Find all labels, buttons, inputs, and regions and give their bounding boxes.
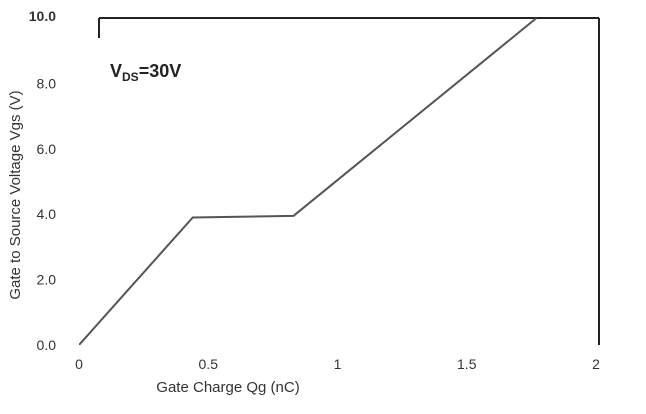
vds-annotation-suffix: =30V (139, 61, 182, 81)
y-tick-labels: 0.0 2.0 4.0 6.0 8.0 10.0 (29, 8, 56, 353)
x-tick-label: 2 (592, 356, 600, 372)
x-tick-label: 0.5 (199, 356, 219, 372)
y-tick-label: 4.0 (37, 206, 57, 222)
series-line (79, 18, 538, 345)
y-tick-label: 2.0 (37, 272, 57, 288)
y-axis-title: Gate to Source Voltage Vgs (V) (7, 90, 24, 299)
series-layer (79, 18, 538, 345)
vds-annotation-subscript: DS (122, 70, 139, 84)
vds-annotation-main: V (110, 61, 122, 81)
y-tick-label: 0.0 (37, 337, 57, 353)
x-tick-label: 1.5 (457, 356, 477, 372)
x-tick-labels: 0 0.5 1 1.5 2 (75, 356, 600, 372)
x-tick-label: 0 (75, 356, 83, 372)
vds-annotation: VDS=30V (110, 61, 181, 84)
y-tick-label: 10.0 (29, 8, 56, 24)
plot-frame (98, 17, 600, 345)
x-tick-label: 1 (334, 356, 342, 372)
x-axis-title: Gate Charge Qg (nC) (156, 379, 299, 396)
y-tick-label: 8.0 (37, 75, 57, 91)
y-tick-label: 6.0 (37, 141, 57, 157)
